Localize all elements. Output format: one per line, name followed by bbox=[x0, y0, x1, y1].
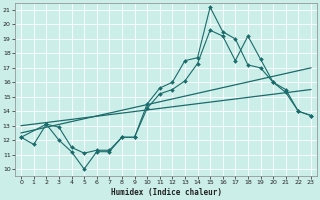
X-axis label: Humidex (Indice chaleur): Humidex (Indice chaleur) bbox=[110, 188, 221, 197]
